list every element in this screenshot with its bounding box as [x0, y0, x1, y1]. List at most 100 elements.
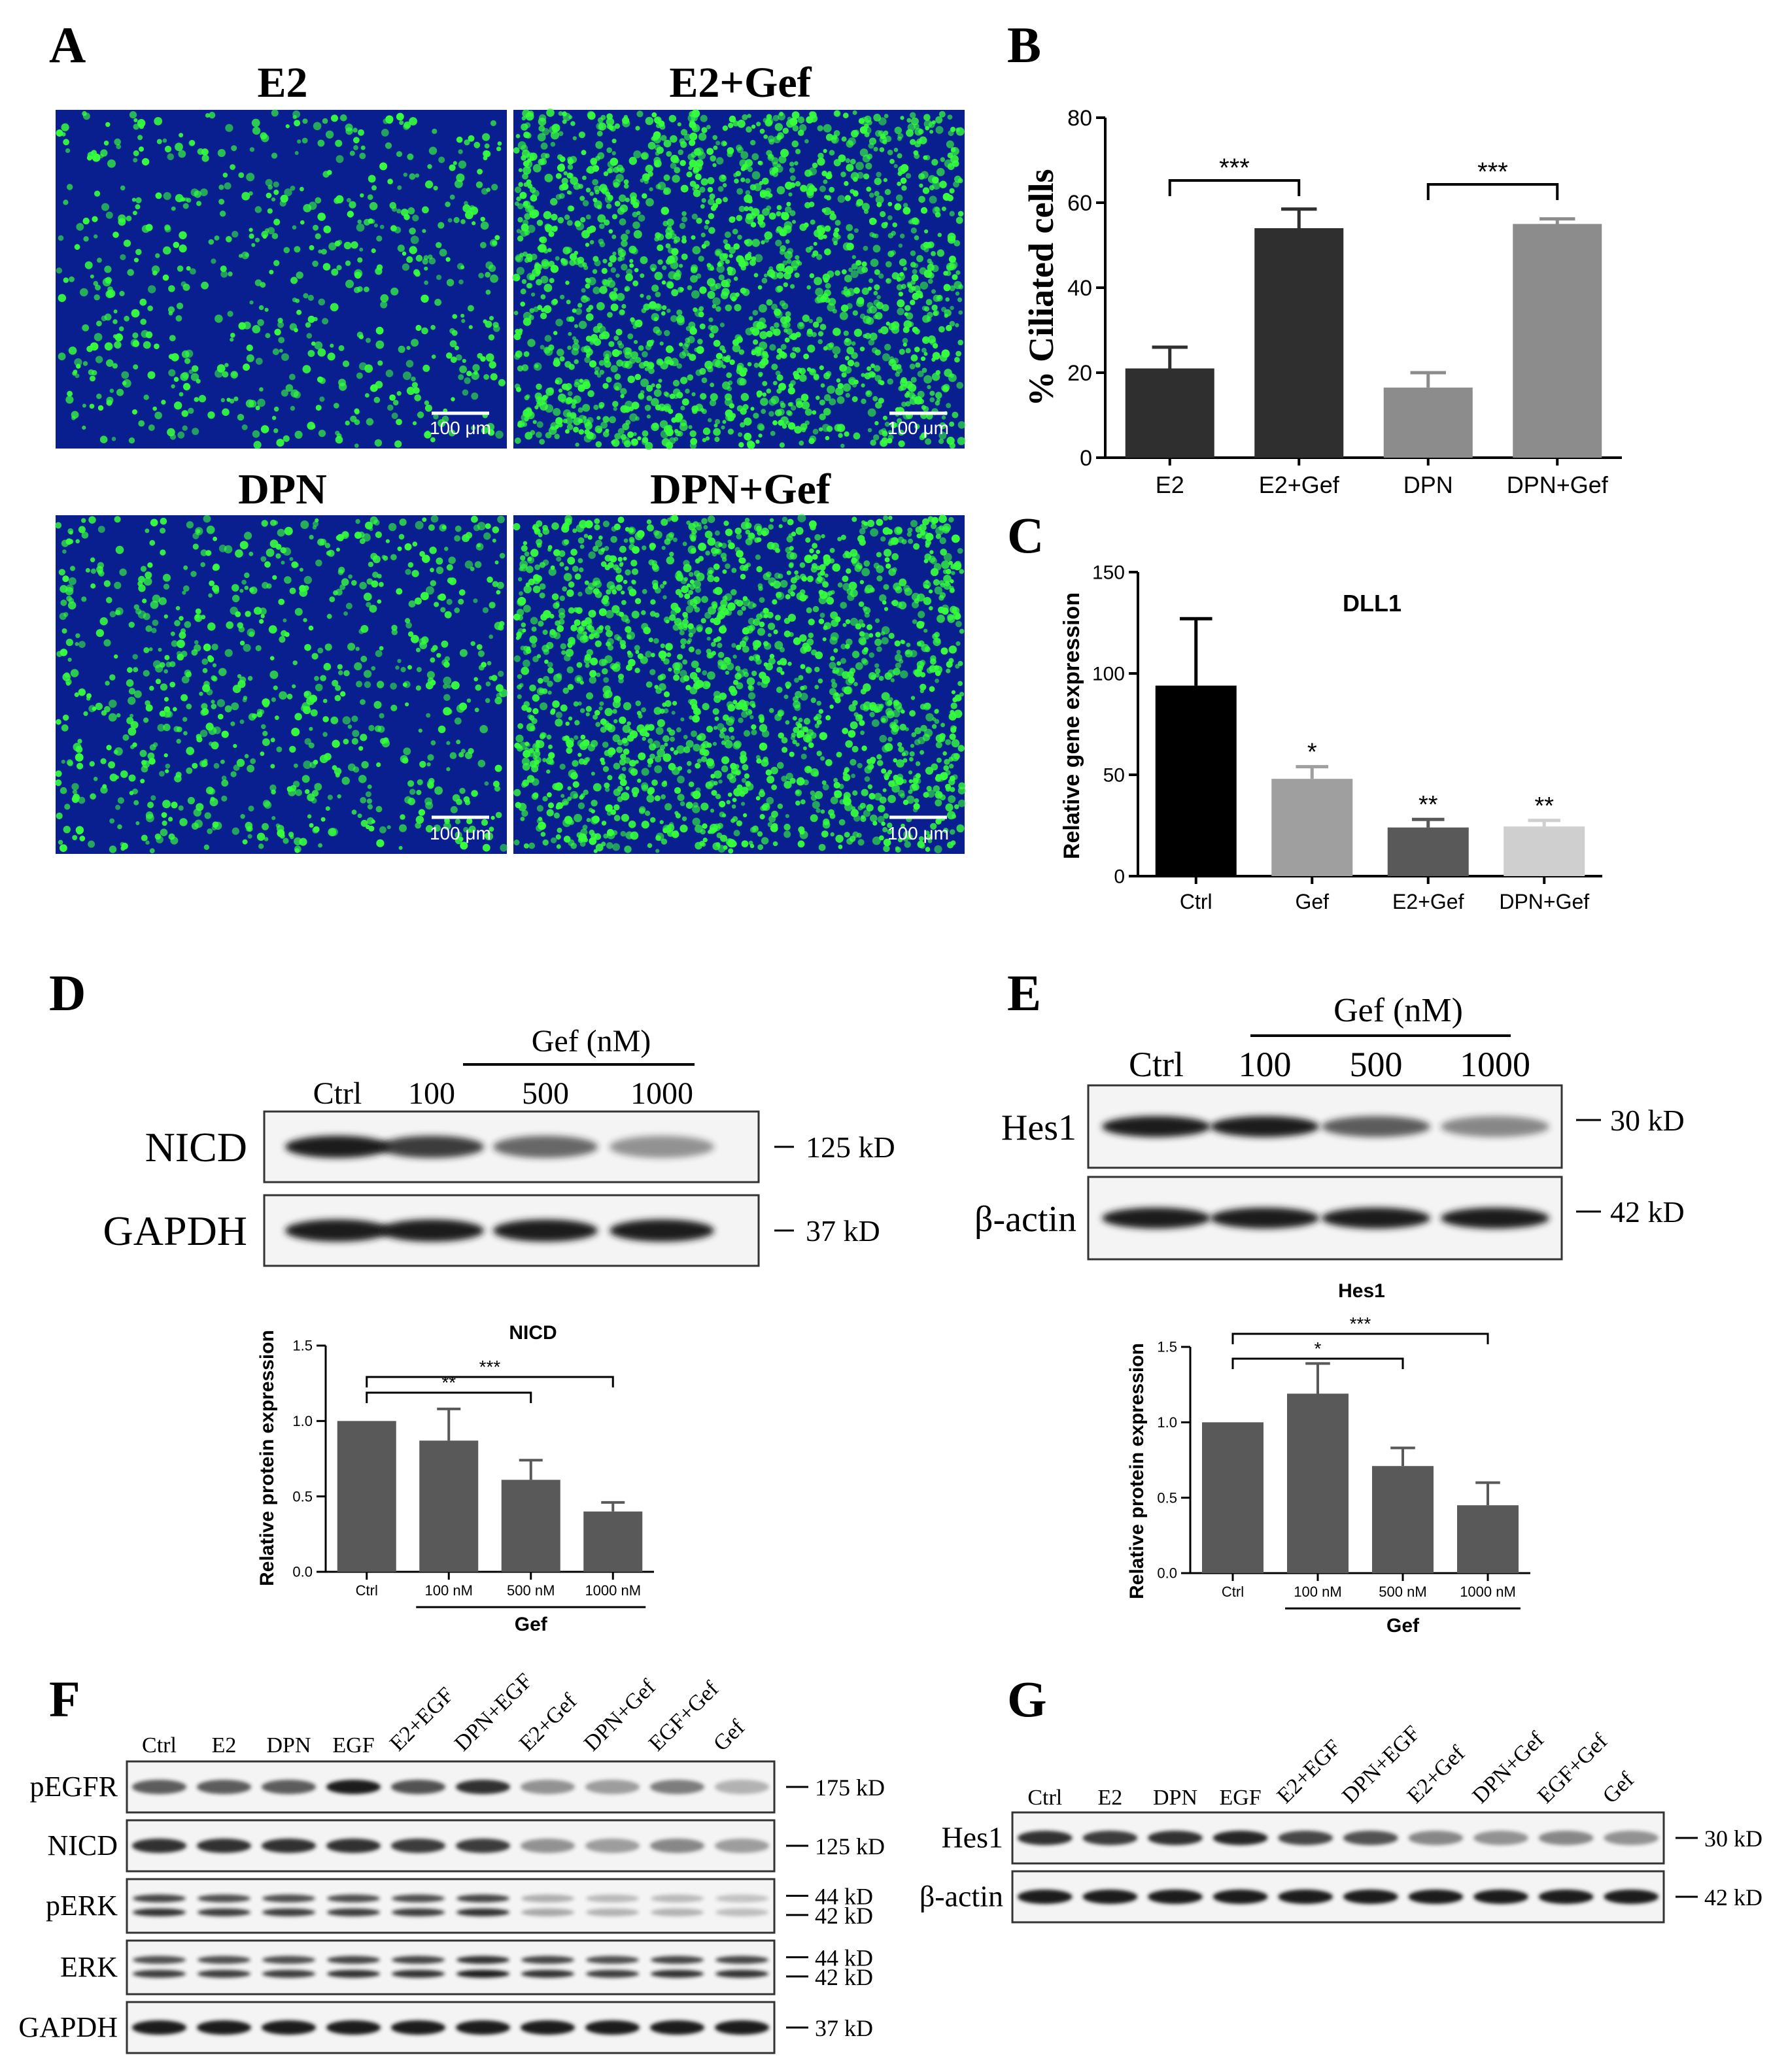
cilia-dot [721, 425, 725, 430]
cilia-dot [467, 828, 472, 834]
cilia-dot [693, 604, 697, 609]
cilia-dot [770, 518, 774, 522]
cilia-dot [923, 375, 933, 384]
cilia-dot [397, 546, 402, 551]
cilia-dot [630, 831, 639, 840]
cilia-dot [716, 723, 725, 731]
cilia-dot [275, 553, 281, 559]
cilia-dot [540, 345, 545, 350]
cilia-dot [938, 326, 945, 333]
cilia-dot [181, 694, 188, 702]
cilia-dot [459, 837, 464, 841]
cilia-dot [271, 789, 276, 795]
cilia-dot [662, 265, 667, 271]
cilia-dot [599, 286, 608, 294]
cilia-dot [582, 403, 591, 412]
cilia-dot [795, 800, 800, 806]
cilia-dot [816, 751, 822, 756]
cilia-dot [861, 745, 867, 751]
cilia-dot [687, 599, 694, 606]
cilia-dot [669, 394, 676, 399]
cilia-dot [603, 677, 610, 683]
cilia-dot [75, 633, 80, 638]
cilia-dot [92, 370, 97, 376]
cilia-dot [409, 117, 417, 126]
cilia-dot [114, 581, 122, 589]
cilia-dot [722, 125, 729, 131]
cilia-dot [885, 563, 891, 569]
cilia-dot [201, 154, 209, 162]
cilia-dot [190, 373, 199, 381]
cilia-dot [446, 767, 451, 772]
cilia-dot [190, 188, 199, 197]
cilia-dot [766, 388, 772, 394]
cilia-dot [598, 401, 605, 409]
cilia-dot [597, 117, 604, 124]
cilia-dot [455, 831, 462, 839]
cilia-dot [480, 242, 487, 248]
cilia-dot [555, 719, 563, 727]
cilia-dot [273, 428, 279, 433]
cilia-dot [419, 551, 425, 557]
cilia-dot [576, 222, 585, 231]
cilia-dot [732, 228, 738, 235]
cilia-dot [613, 804, 620, 811]
cilia-dot [691, 264, 698, 272]
cilia-dot [544, 347, 553, 356]
cilia-dot [218, 668, 227, 676]
cilia-dot [60, 649, 68, 656]
cilia-dot [744, 432, 752, 441]
cilia-dot [852, 790, 858, 796]
cilia-dot [583, 838, 589, 843]
cilia-dot [249, 147, 254, 152]
cilia-dot [641, 152, 649, 160]
cilia-dot [578, 626, 584, 632]
cilia-dot [720, 291, 729, 299]
cilia-dot [715, 282, 721, 290]
cilia-dot [830, 656, 835, 661]
cilia-dot [433, 414, 439, 420]
cilia-dot [374, 725, 382, 732]
cilia-dot [475, 181, 483, 188]
cilia-dot [755, 796, 761, 801]
cilia-dot [954, 280, 962, 290]
cilia-dot [896, 364, 902, 369]
cilia-dot [128, 437, 135, 444]
cilia-dot [929, 390, 935, 396]
cilia-dot [572, 136, 577, 141]
cilia-dot [360, 193, 364, 197]
cilia-dot [141, 834, 148, 841]
cilia-dot [277, 528, 285, 537]
cilia-dot [540, 236, 547, 244]
cilia-dot [358, 775, 367, 783]
cilia-dot [776, 354, 782, 360]
cilia-dot [632, 280, 639, 286]
cilia-dot [56, 267, 63, 274]
cilia-dot [785, 328, 793, 335]
cilia-dot [74, 244, 80, 250]
cilia-dot [903, 207, 911, 215]
cilia-dot [178, 150, 186, 158]
cilia-dot [867, 153, 873, 160]
cilia-dot [695, 173, 702, 180]
cilia-dot [254, 206, 262, 213]
cilia-dot [443, 694, 451, 702]
cilia-dot [148, 285, 156, 294]
cilia-dot [326, 170, 332, 175]
cilia-dot [76, 223, 84, 231]
cilia-dot [64, 672, 70, 678]
cilia-dot [412, 214, 419, 222]
cilia-dot [746, 677, 755, 686]
cilia-dot [629, 760, 636, 767]
cilia-dot [876, 301, 884, 309]
cilia-dot [955, 127, 960, 132]
cilia-dot [368, 562, 374, 568]
cilia-dot [271, 197, 276, 202]
cilia-dot [653, 707, 662, 715]
cilia-dot [398, 534, 405, 540]
cilia-dot [771, 303, 778, 311]
cilia-dot [66, 759, 73, 766]
cilia-dot [813, 321, 819, 328]
cilia-dot [575, 442, 579, 447]
cilia-dot [620, 643, 627, 650]
